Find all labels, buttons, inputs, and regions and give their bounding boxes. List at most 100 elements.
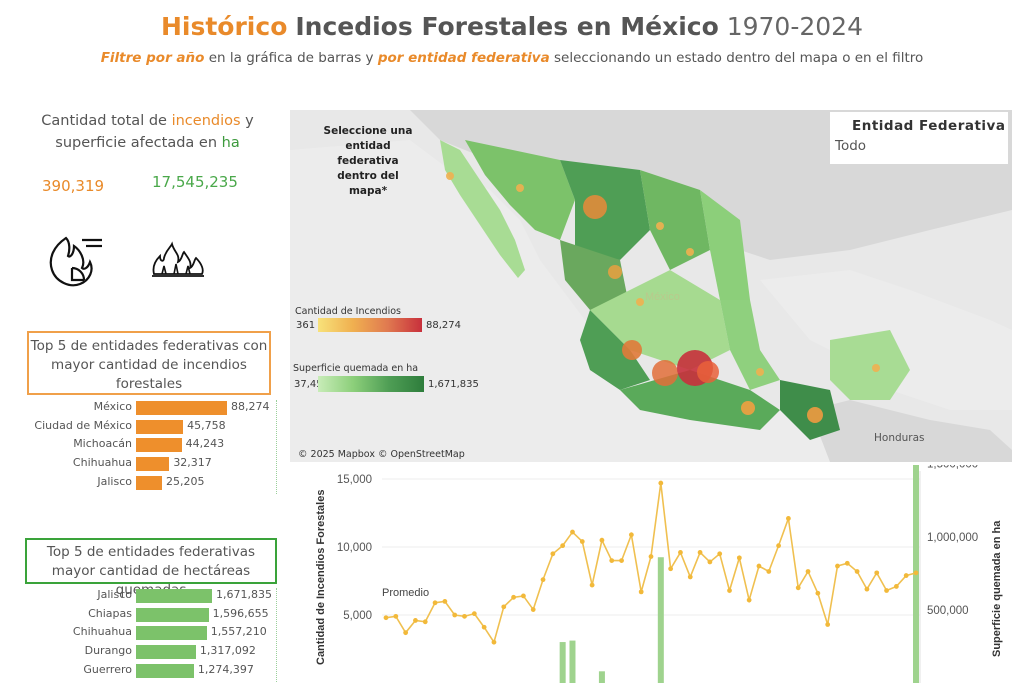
bubble-chiapas[interactable] (807, 407, 823, 423)
fires-point[interactable] (628, 532, 634, 538)
fires-point[interactable] (648, 554, 654, 559)
fires-point[interactable] (756, 563, 762, 569)
top5-row[interactable]: México 88,274 (0, 400, 276, 417)
fires-point[interactable] (550, 551, 556, 557)
top5-row[interactable]: Chiapas 1,596,655 (0, 607, 276, 624)
fires-point[interactable] (413, 618, 418, 623)
fires-point[interactable] (619, 558, 624, 563)
fires-point[interactable] (668, 566, 674, 572)
fires-point[interactable] (579, 539, 585, 544)
fires-point[interactable] (442, 599, 448, 604)
fires-point[interactable] (422, 619, 428, 625)
fires-point[interactable] (393, 613, 399, 619)
top5-bar[interactable] (136, 626, 207, 641)
fires-point[interactable] (786, 516, 791, 521)
top5-bar[interactable] (136, 457, 170, 472)
top5-fires-chart[interactable]: México 88,274 Ciudad de México 45,758 Michoa… (0, 400, 277, 494)
bubble-bc[interactable] (446, 172, 454, 180)
fires-point[interactable] (805, 569, 811, 574)
bubble-coahuila[interactable] (656, 222, 664, 230)
bubble-nl[interactable] (686, 248, 694, 256)
bubble-sonora[interactable] (516, 184, 524, 192)
bubble-zacatecas[interactable] (636, 298, 644, 306)
bubble-veracruz[interactable] (756, 368, 764, 376)
area-bar[interactable] (569, 640, 576, 683)
top5-bar[interactable] (136, 438, 182, 453)
top5-bar[interactable] (136, 475, 162, 490)
fires-point[interactable] (609, 558, 615, 563)
fires-point[interactable] (736, 555, 742, 561)
top5-row[interactable]: Michoacán 44,243 (0, 437, 276, 454)
fires-point[interactable] (452, 612, 458, 618)
fires-point[interactable] (599, 537, 605, 543)
top5-bar[interactable] (136, 419, 184, 434)
fires-point[interactable] (491, 639, 497, 645)
entity-filter-value[interactable]: Todo (835, 138, 867, 154)
state-veracruz[interactable] (720, 300, 780, 390)
entity-filter[interactable] (830, 112, 1008, 164)
fires-point[interactable] (481, 624, 487, 630)
fires-point[interactable] (570, 529, 575, 535)
fires-point[interactable] (844, 560, 850, 566)
fires-point[interactable] (835, 563, 840, 569)
state-coahuila[interactable] (640, 170, 710, 270)
fires-point[interactable] (884, 588, 889, 593)
area-bar[interactable] (559, 642, 566, 683)
fires-point[interactable] (678, 550, 683, 555)
fires-point[interactable] (795, 585, 801, 591)
state-durango[interactable] (560, 240, 630, 310)
bubble-michoacan[interactable] (652, 360, 678, 386)
state-jalisco[interactable] (580, 310, 650, 390)
top5-row[interactable]: Jalisco 25,205 (0, 475, 276, 492)
top5-row[interactable]: Guerrero 1,274,397 (0, 663, 276, 680)
top5-bar[interactable] (136, 645, 196, 660)
fires-point[interactable] (530, 607, 536, 612)
bubble-cdmx[interactable] (697, 361, 719, 383)
fires-point[interactable] (707, 559, 713, 565)
fires-point[interactable] (913, 570, 919, 576)
fires-point[interactable] (903, 573, 909, 578)
fires-point[interactable] (727, 588, 732, 593)
fires-point[interactable] (746, 597, 752, 603)
top5-bar[interactable] (136, 401, 227, 415)
fires-point[interactable] (874, 570, 880, 576)
fires-point[interactable] (697, 550, 703, 555)
area-bar[interactable] (598, 671, 605, 683)
fires-point[interactable] (658, 480, 664, 486)
top5-row[interactable]: Jalisco 1,671,835 (0, 588, 276, 605)
fires-point[interactable] (540, 577, 546, 583)
area-bar[interactable] (657, 557, 664, 683)
fires-point[interactable] (766, 569, 772, 574)
fires-point[interactable] (560, 543, 566, 549)
top5-bar[interactable] (136, 663, 194, 678)
fires-point[interactable] (638, 589, 644, 595)
top5-row[interactable]: Durango 1,317,092 (0, 644, 276, 661)
fires-point[interactable] (383, 615, 389, 621)
fires-point[interactable] (432, 600, 438, 606)
bubble-yucatan[interactable] (872, 364, 880, 372)
fires-point[interactable] (825, 622, 831, 627)
state-yucatan[interactable] (830, 330, 910, 400)
top5-area-chart[interactable]: Jalisco 1,671,835 Chiapas 1,596,655 Chihuahu… (0, 588, 277, 682)
fires-point[interactable] (717, 551, 723, 557)
top5-bar[interactable] (136, 607, 209, 622)
historic-chart[interactable]: 15,000 10,000 5,000 1,500,000 1,000,000 500,0… (290, 465, 1024, 683)
fires-point[interactable] (864, 586, 870, 592)
bubble-jalisco[interactable] (622, 340, 642, 360)
fires-point[interactable] (687, 574, 693, 580)
fires-point[interactable] (511, 594, 516, 600)
fires-point[interactable] (403, 630, 409, 636)
fires-point[interactable] (815, 590, 821, 596)
mexico-map[interactable]: México (290, 110, 1012, 462)
fires-point[interactable] (776, 543, 781, 549)
fires-point[interactable] (501, 604, 507, 610)
state-baja-california[interactable] (440, 140, 525, 278)
top5-row[interactable]: Chihuahua 32,317 (0, 456, 276, 473)
bubble-durango[interactable] (608, 265, 622, 279)
fires-point[interactable] (462, 613, 467, 619)
fires-point[interactable] (893, 584, 899, 589)
top5-row[interactable]: Ciudad de México 45,758 (0, 419, 276, 436)
fires-point[interactable] (471, 611, 477, 617)
fires-point[interactable] (521, 593, 526, 599)
top5-row[interactable]: Chihuahua 1,557,210 (0, 625, 276, 642)
